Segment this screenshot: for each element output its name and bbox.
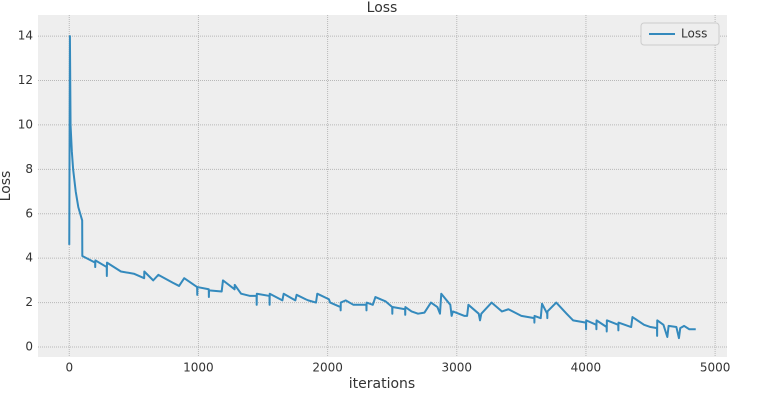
- x-axis-label: iterations: [349, 376, 415, 392]
- x-tick-label: 3000: [442, 361, 473, 375]
- y-tick-label: 0: [25, 340, 33, 354]
- x-tick-label: 4000: [571, 361, 602, 375]
- legend-label: Loss: [681, 27, 707, 41]
- y-axis-label: Loss: [0, 171, 14, 202]
- x-tick-label: 2000: [312, 361, 343, 375]
- chart-title: Loss: [367, 0, 398, 16]
- line: [68, 35, 696, 340]
- x-tick-label: 0: [65, 361, 73, 375]
- y-tick-label: 8: [25, 162, 33, 176]
- x-tick-label: 5000: [700, 361, 731, 375]
- y-tick-label: 2: [25, 295, 33, 309]
- y-tick-label: 6: [25, 206, 33, 220]
- plot-area: [38, 15, 727, 357]
- y-tick-label: 10: [18, 117, 33, 131]
- x-tick-label: 1000: [183, 361, 214, 375]
- legend-box: [640, 22, 720, 46]
- y-tick-label: 12: [18, 73, 33, 87]
- y-tick-label: 14: [18, 29, 33, 43]
- y-tick-label: 4: [25, 251, 33, 265]
